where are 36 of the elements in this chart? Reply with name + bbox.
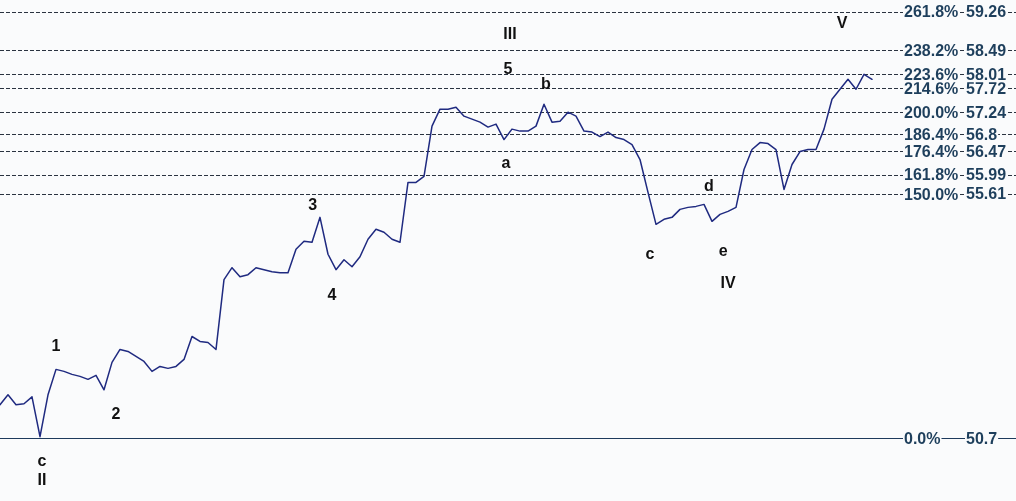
y2-tick-label: 238.2% [904,41,959,59]
y-tick-label: 50.7 [966,430,998,448]
y2-tick-label: 223.6% [904,65,959,83]
annotation: d [703,176,714,194]
y2-tick-label: 200.0% [904,104,959,122]
y-tick-label: 56.47 [966,142,1007,160]
annotation: 2 [111,404,121,422]
y-tick-label: 55.99 [966,166,1007,184]
y-tick-label: 57.72 [966,80,1007,98]
annotation: IV [720,273,736,291]
y-tick-label: 58.01 [966,65,1007,83]
annotation: 4 [327,285,337,303]
y2-tick-label: 214.6% [904,80,959,98]
annotation: II [37,470,47,488]
y-tick-label: 57.24 [966,104,1007,122]
annotation: V [836,13,848,31]
y2-tick-label: 0.0% [904,430,941,448]
annotation: 3 [308,195,318,213]
annotation: c [645,244,655,262]
y2-tick-label: 186.4% [904,126,959,144]
y-tick-label: 58.49 [966,41,1007,59]
y2-tick-label: 261.8% [904,3,959,21]
y2-tick-label: 161.8% [904,166,959,184]
annotation: a [501,153,511,171]
y2-tick-label: 176.4% [904,142,959,160]
annotation: III [503,24,517,42]
annotation: 5 [503,59,513,77]
line-series [0,73,873,438]
y-tick-label: 56.8 [966,126,998,144]
y-tick-label: 59.26 [966,3,1007,21]
y-tick-label: 55.61 [966,185,1007,203]
annotation: b [541,74,552,92]
annotation: e [718,241,728,259]
annotation: c [37,451,47,469]
y2-tick-label: 150.0% [904,185,959,203]
annotation: 1 [51,336,61,354]
